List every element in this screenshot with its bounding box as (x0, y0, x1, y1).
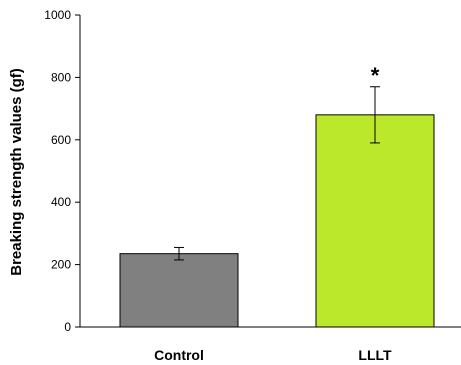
y-tick-label: 0 (64, 320, 71, 334)
y-tick-label: 600 (51, 133, 71, 147)
y-tick-label: 800 (51, 70, 71, 84)
y-tick-label: 400 (51, 195, 71, 209)
y-tick-label: 1000 (44, 8, 71, 22)
bar-control (119, 253, 239, 328)
bar-lllt (315, 114, 435, 328)
significance-asterisk: * (371, 63, 380, 88)
y-tick-label: 200 (51, 258, 71, 272)
category-label-lllt: LLLT (358, 347, 392, 363)
y-axis-title: Breaking strength values (gf) (8, 68, 25, 276)
plot-area: 0 200 400 600 800 1000 Control LLLT * (44, 8, 461, 363)
category-label-control: Control (154, 347, 204, 363)
